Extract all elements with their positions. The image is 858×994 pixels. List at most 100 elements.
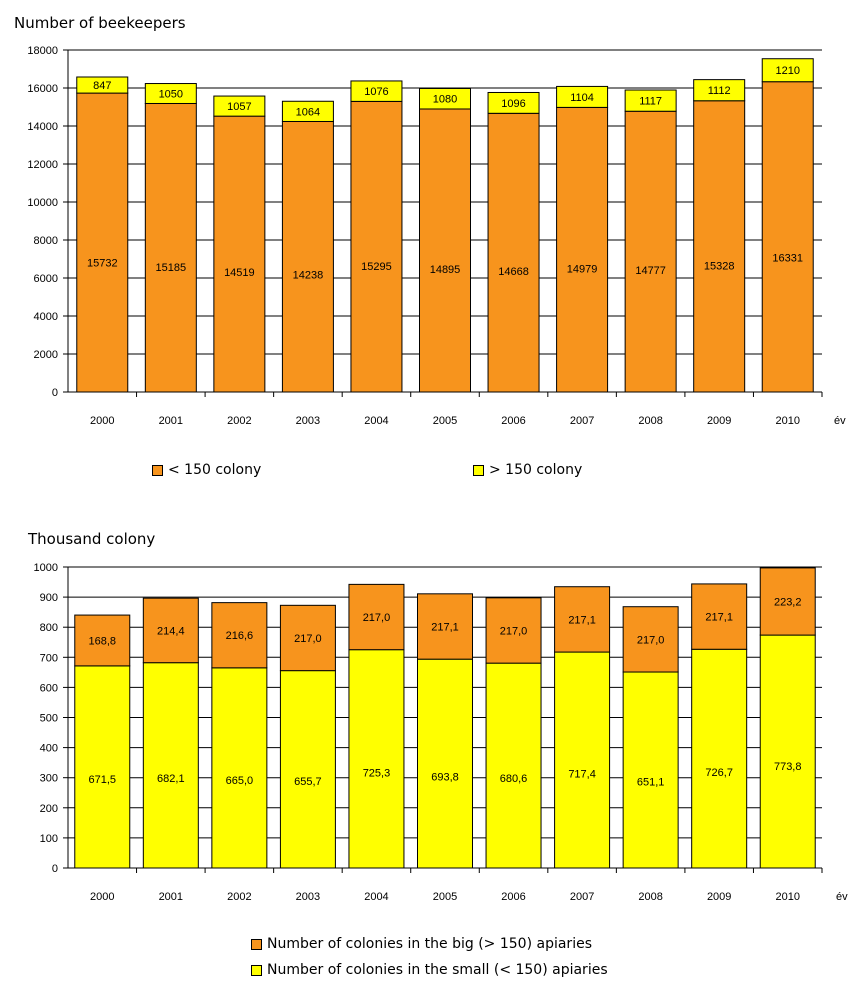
bar-segment (350, 80, 403, 102)
bar-data-label: 693,8 (431, 771, 459, 783)
bar-segment (142, 662, 199, 869)
bar-segment (74, 614, 131, 667)
x-tick-label: 2007 (570, 891, 594, 903)
bar-data-label: 655,7 (294, 776, 322, 788)
x-tick-label: 2006 (501, 891, 525, 903)
legend-swatch-orange (152, 464, 163, 476)
x-tick-label: 2010 (775, 891, 799, 903)
bar-data-label: 1104 (570, 92, 594, 104)
legend-label: > 150 colony (489, 462, 583, 478)
bar-data-label: 217,1 (568, 614, 596, 626)
x-tick-label: 2001 (159, 891, 183, 903)
chart2-title: Thousand colony (28, 530, 156, 548)
bar-data-label: 217,1 (705, 612, 733, 624)
bar-data-label: 1057 (227, 101, 251, 113)
y-tick-label: 800 (40, 622, 58, 634)
bar-data-label: 15328 (704, 261, 735, 273)
bar-data-label: 14668 (498, 266, 529, 278)
y-tick-label: 12000 (27, 159, 58, 171)
x-tick-label: 2007 (570, 415, 594, 427)
bar-data-label: 1112 (708, 85, 731, 97)
x-tick-label: 2010 (775, 415, 799, 427)
x-tick-label: 2002 (227, 415, 251, 427)
chart1-svg: 0 2000 4000 6000 8000 10000 12000 14000 16000 180… (27, 45, 846, 427)
y-tick-label: 18000 (27, 45, 58, 57)
bar-segment (485, 597, 542, 664)
y-tick-label: 400 (40, 743, 58, 755)
bar-data-label: 717,4 (568, 768, 596, 780)
bar-data-label: 1064 (296, 106, 320, 118)
bar-segment (74, 665, 131, 869)
legend-swatch-yellow (251, 964, 262, 976)
bar-segment (144, 102, 197, 393)
bar-segment (761, 58, 814, 83)
bar-data-label: 217,0 (637, 634, 665, 646)
bar-segment (348, 583, 405, 651)
bar-segment (691, 648, 748, 869)
y-tick-label: 6000 (34, 273, 58, 285)
bar-data-label: 1050 (159, 89, 183, 101)
bar-segment (622, 671, 679, 869)
bar-segment (554, 586, 611, 653)
bar-segment (759, 567, 816, 636)
bar-segment (279, 604, 336, 672)
x-tick-label: 2000 (90, 415, 114, 427)
x-tick-label: 2008 (638, 415, 662, 427)
bar-data-label: 680,6 (500, 773, 528, 785)
x-tick-label: 2009 (707, 415, 731, 427)
x-tick-label: 2008 (638, 891, 662, 903)
bar-data-label: 14777 (635, 265, 666, 277)
bar-data-label: 847 (93, 80, 111, 92)
bar-data-label: 725,3 (363, 767, 391, 779)
bar-data-label: 223,2 (774, 596, 802, 608)
x-tick-label: 2005 (433, 891, 457, 903)
bar-segment (213, 115, 266, 393)
chart2-legend-item-small: Number of colonies in the small (< 150) … (251, 962, 608, 978)
bar-segment (693, 100, 746, 393)
bar-segment (624, 110, 677, 393)
x-tick-label: 2000 (90, 891, 114, 903)
y-tick-label: 10000 (27, 197, 58, 209)
bar-segment (279, 670, 336, 869)
y-tick-label: 600 (40, 682, 58, 694)
bar-segment (485, 662, 542, 869)
bar-data-label: 168,8 (89, 635, 117, 647)
x-axis-unit-label: év (834, 415, 846, 427)
y-tick-label: 1000 (34, 562, 58, 574)
bar-segment (76, 92, 129, 393)
bar-data-label: 682,1 (157, 773, 185, 785)
bar-data-label: 216,6 (226, 630, 254, 642)
bar-segment (142, 597, 199, 664)
bar-segment (211, 667, 268, 869)
chart2-legend-item-big: Number of colonies in the big (> 150) ap… (251, 936, 592, 952)
y-tick-label: 300 (40, 773, 58, 785)
bar-data-label: 651,1 (637, 777, 665, 789)
bar-segment (624, 89, 677, 112)
chart1-legend-item-big: > 150 colony (473, 462, 582, 478)
x-tick-label: 2006 (501, 415, 525, 427)
bar-data-label: 14238 (293, 269, 324, 281)
bar-segment (281, 120, 334, 393)
chart2-svg: 0 100 200 300 400 500 600 700 800 900 1000 671,5 168… (34, 562, 849, 903)
bar-data-label: 14979 (567, 263, 598, 275)
bar-data-label: 1096 (501, 98, 525, 110)
bar-segment (693, 79, 746, 102)
bar-data-label: 1210 (775, 65, 799, 77)
y-tick-label: 200 (40, 803, 58, 815)
bar-segment (417, 593, 473, 660)
bar-data-label: 217,0 (294, 633, 322, 645)
bar-segment (144, 83, 197, 104)
y-tick-label: 14000 (27, 121, 58, 133)
bar-data-label: 15185 (156, 262, 187, 274)
x-tick-label: 2004 (364, 415, 388, 427)
bar-data-label: 773,8 (774, 761, 802, 773)
bar-data-label: 1080 (433, 94, 457, 106)
bar-segment (348, 649, 405, 869)
bar-segment (761, 81, 814, 393)
bar-segment (556, 106, 609, 393)
legend-label: < 150 colony (168, 462, 262, 478)
bar-data-label: 214,4 (157, 625, 185, 637)
bar-segment (622, 606, 679, 673)
bar-segment (759, 634, 816, 869)
y-tick-label: 16000 (27, 83, 58, 95)
